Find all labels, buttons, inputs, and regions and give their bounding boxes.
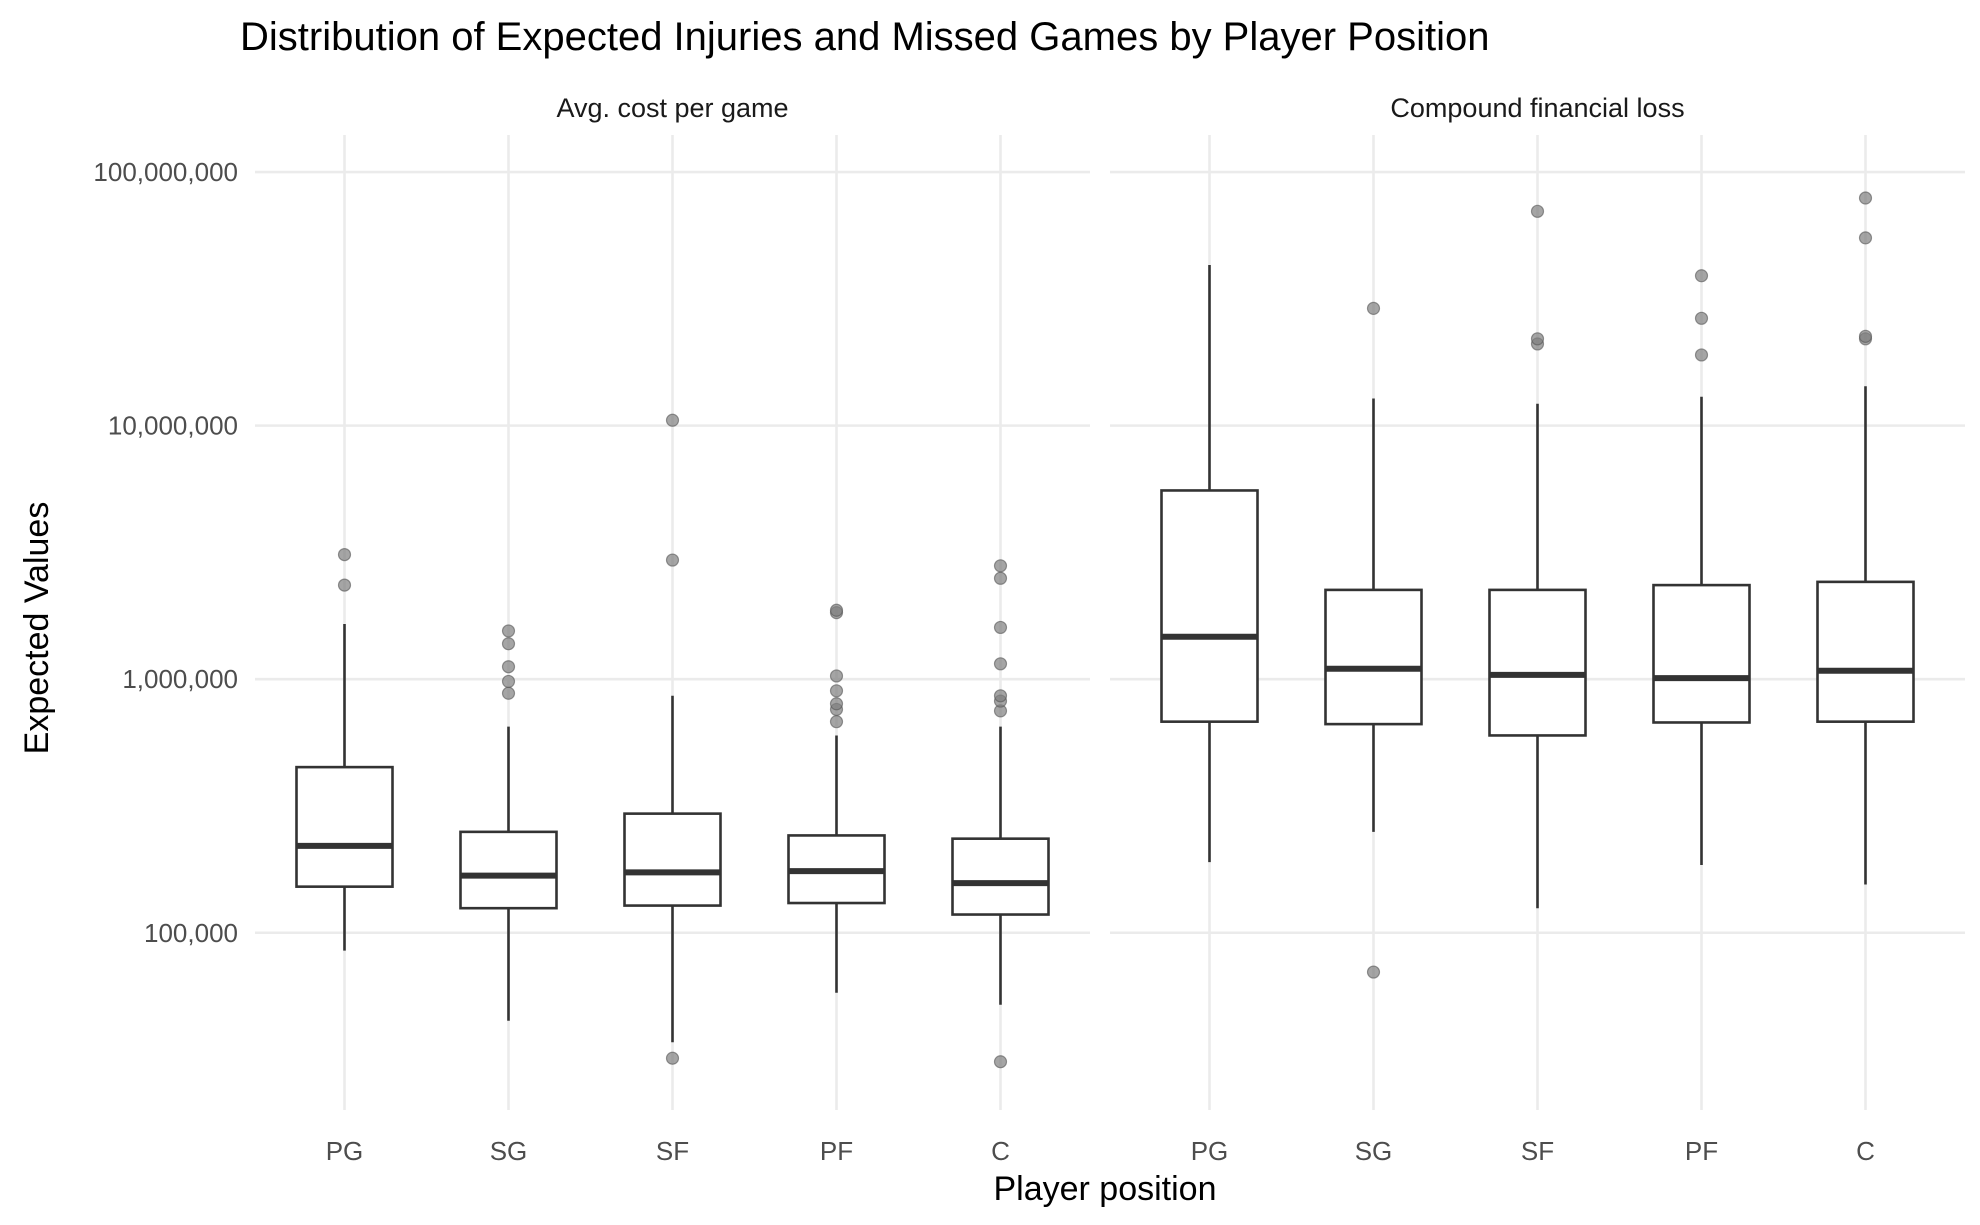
outlier-point	[501, 674, 516, 689]
box-pg	[1160, 264, 1259, 863]
box-sg	[459, 624, 558, 1021]
x-tick-label: PG	[326, 1136, 364, 1166]
x-tick-label: SF	[656, 1136, 689, 1166]
x-tick-label: C	[991, 1136, 1010, 1166]
x-tick-label: PG	[1191, 1136, 1229, 1166]
box-pf	[787, 603, 886, 993]
y-tick-label: 10,000,000	[108, 411, 238, 441]
facet-strip-label: Avg. cost per game	[556, 93, 788, 123]
outlier-point	[1858, 231, 1873, 245]
outlier-point	[501, 686, 516, 700]
x-axis-title: Player position	[993, 1170, 1216, 1208]
outlier-point	[1858, 191, 1873, 205]
x-tick-label: SF	[1521, 1136, 1554, 1166]
y-tick-label: 100,000	[144, 918, 238, 948]
outlier-point	[501, 660, 516, 674]
box-iqr	[1816, 580, 1915, 723]
outlier-point	[993, 571, 1008, 585]
box-sf	[623, 413, 722, 1065]
x-tick-label: PF	[820, 1136, 853, 1166]
outlier-point	[337, 547, 352, 562]
facet-strip-label: Compound financial loss	[1390, 93, 1684, 123]
outlier-point	[1694, 348, 1709, 362]
outlier-point	[1366, 965, 1381, 979]
outlier-point	[665, 553, 680, 567]
box-iqr	[1160, 489, 1259, 723]
outlier-point	[501, 637, 516, 651]
box-iqr	[1652, 583, 1751, 724]
outlier-point	[993, 620, 1008, 635]
box-iqr	[295, 765, 394, 888]
outlier-point	[829, 697, 844, 711]
box-sg	[1324, 301, 1423, 979]
outlier-point	[993, 689, 1008, 703]
facet-panel-1: Avg. cost per game PG SG SF PF C	[255, 93, 1090, 1166]
outlier-point	[665, 1051, 680, 1065]
x-tick-label: C	[1856, 1136, 1875, 1166]
outlier-point	[993, 1055, 1008, 1069]
box-iqr	[951, 837, 1050, 916]
outlier-point	[1694, 311, 1709, 325]
outlier-point	[829, 669, 844, 683]
x-tick-label: SG	[490, 1136, 528, 1166]
box-iqr	[459, 830, 558, 910]
y-axis-title: Expected Values	[18, 502, 56, 755]
box-iqr	[623, 812, 722, 907]
box-pg	[295, 547, 394, 951]
box-iqr	[1324, 588, 1423, 726]
y-tick-label: 1,000,000	[122, 664, 238, 694]
box-c	[1816, 191, 1915, 885]
x-tick-label: SG	[1355, 1136, 1393, 1166]
x-tick-label: PF	[1685, 1136, 1718, 1166]
outlier-point	[665, 413, 680, 427]
outlier-point	[993, 657, 1008, 671]
box-iqr	[1488, 588, 1587, 737]
chart-title: Distribution of Expected Injuries and Mi…	[240, 15, 1489, 59]
outlier-point	[829, 684, 844, 698]
box-pf	[1652, 269, 1751, 866]
box-c	[951, 559, 1050, 1069]
y-tick-label: 100,000,000	[93, 157, 238, 187]
outlier-point	[829, 715, 844, 729]
outlier-point	[1858, 329, 1873, 343]
outlier-point	[1530, 204, 1545, 218]
outlier-point	[993, 559, 1008, 573]
outlier-point	[829, 603, 844, 617]
outlier-point	[1530, 332, 1545, 346]
outlier-point	[501, 624, 516, 638]
outlier-point	[1694, 269, 1709, 283]
box-sf	[1488, 204, 1587, 909]
outlier-point	[337, 578, 352, 592]
outlier-point	[1366, 301, 1381, 315]
facet-panel-2: Compound financial loss PG SG SF PF C	[1110, 93, 1965, 1166]
